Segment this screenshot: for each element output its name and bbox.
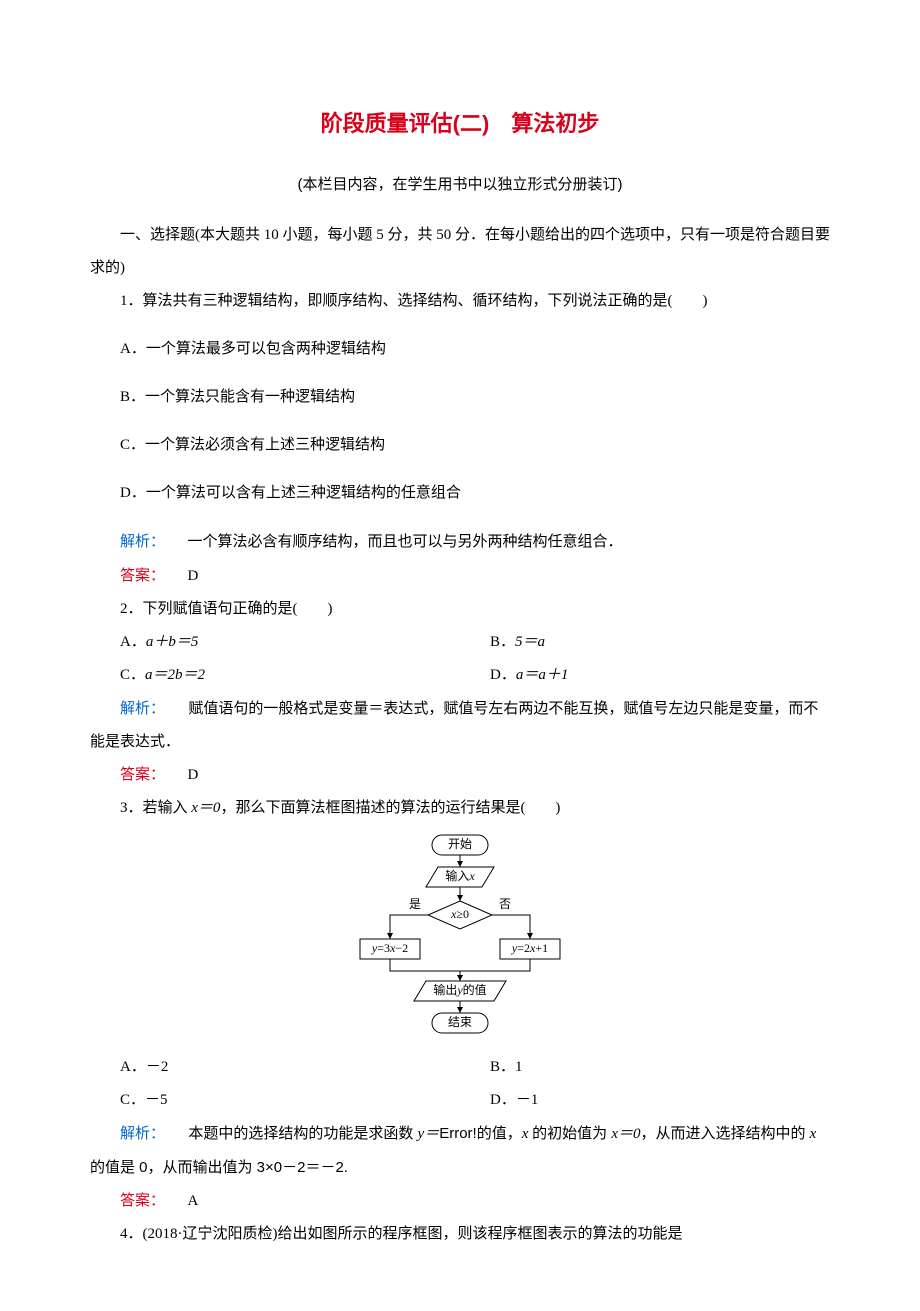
stem-math: x＝0 bbox=[191, 800, 220, 816]
section-intro: 一、选择题(本大题共 10 小题，每小题 5 分，共 50 分．在每小题给出的四… bbox=[90, 219, 830, 285]
q1-option-c: C．一个算法必须含有上述三种逻辑结构 bbox=[90, 429, 830, 462]
svg-text:y=2x+1: y=2x+1 bbox=[511, 941, 548, 955]
opt-math: a＝a＋1 bbox=[516, 667, 569, 683]
svg-text:结束: 结束 bbox=[448, 1015, 472, 1029]
t2: y＝ bbox=[418, 1126, 440, 1142]
t9: 的值是 0，从而输出值为 3×0－2＝－2. bbox=[90, 1159, 348, 1176]
q2-options-row1: A．a＋b＝5 B．5＝a bbox=[90, 626, 830, 659]
q3-flowchart: 是 否 开始输入x x≥0 y=3x−2 y=2x+1 输出y的值结束 bbox=[90, 833, 830, 1043]
answer-value: D bbox=[188, 767, 199, 783]
opt-prefix: B． bbox=[490, 634, 515, 650]
answer-value: D bbox=[188, 568, 199, 584]
page-title: 阶段质量评估(二) 算法初步 bbox=[90, 100, 830, 148]
answer-label: 答案： bbox=[120, 766, 165, 783]
opt-math: 5＝a bbox=[515, 634, 545, 650]
q3-options-row1: A．－2 B．1 bbox=[90, 1051, 830, 1084]
t-err: Error! bbox=[439, 1125, 477, 1142]
answer-value: A bbox=[188, 1193, 199, 1209]
opt-prefix: D． bbox=[490, 667, 516, 683]
q2-option-c: C．a＝2b＝2 bbox=[90, 659, 460, 692]
t6: x＝0 bbox=[611, 1126, 640, 1142]
q1-option-d: D．一个算法可以含有上述三种逻辑结构的任意组合 bbox=[90, 477, 830, 510]
page-subtitle: (本栏目内容，在学生用书中以独立形式分册装订) bbox=[90, 168, 830, 201]
answer-label: 答案： bbox=[120, 1192, 165, 1209]
q2-option-d: D．a＝a＋1 bbox=[460, 659, 830, 692]
q3-option-d: D．－1 bbox=[460, 1084, 830, 1117]
flowchart-svg: 是 否 开始输入x x≥0 y=3x−2 y=2x+1 输出y的值结束 bbox=[350, 833, 570, 1043]
intro-text: 一、选择题(本大题共 10 小题，每小题 5 分，共 50 分．在每小题给出的四… bbox=[90, 227, 830, 276]
analysis-label: 解析： bbox=[120, 700, 165, 717]
q1-option-a: A．一个算法最多可以包含两种逻辑结构 bbox=[90, 333, 830, 366]
analysis-label: 解析： bbox=[120, 533, 165, 550]
svg-text:输出y的值: 输出y的值 bbox=[433, 982, 486, 997]
q2-answer: 答案： D bbox=[90, 758, 830, 792]
q2-option-a: A．a＋b＝5 bbox=[90, 626, 460, 659]
q4-stem: 4．(2018·辽宁沈阳质检)给出如图所示的程序框图，则该程序框图表示的算法的功… bbox=[90, 1218, 830, 1251]
t4: x bbox=[522, 1126, 532, 1142]
svg-text:y=3x−2: y=3x−2 bbox=[371, 941, 408, 955]
svg-text:否: 否 bbox=[499, 897, 511, 911]
t7: ，从而进入选择结构中的 bbox=[641, 1125, 810, 1142]
svg-text:输入x: 输入x bbox=[445, 868, 475, 883]
t8: x bbox=[810, 1126, 817, 1142]
t5: 的初始值为 bbox=[532, 1125, 611, 1142]
opt-prefix: A． bbox=[120, 634, 146, 650]
flowchart-svg-container: 是 否 开始输入x x≥0 y=3x−2 y=2x+1 输出y的值结束 bbox=[350, 833, 570, 1043]
answer-label: 答案： bbox=[120, 567, 165, 584]
analysis-label: 解析： bbox=[120, 1125, 165, 1142]
analysis-text: 一个算法必含有顺序结构，而且也可以与另外两种结构任意组合． bbox=[188, 533, 623, 550]
svg-text:x≥0: x≥0 bbox=[450, 907, 469, 921]
svg-text:是: 是 bbox=[409, 897, 421, 911]
q1-option-b: B．一个算法只能含有一种逻辑结构 bbox=[90, 381, 830, 414]
t3: 的值， bbox=[477, 1125, 522, 1142]
analysis-text: 赋值语句的一般格式是变量＝表达式，赋值号左右两边不能互换，赋值号左边只能是变量，… bbox=[90, 700, 818, 750]
q2-option-b: B．5＝a bbox=[460, 626, 830, 659]
q3-option-b: B．1 bbox=[460, 1051, 830, 1084]
q3-option-a: A．－2 bbox=[90, 1051, 460, 1084]
q3-options-row2: C．－5 D．－1 bbox=[90, 1084, 830, 1117]
opt-math: a＋b＝5 bbox=[146, 634, 199, 650]
q1-stem: 1．算法共有三种逻辑结构，即顺序结构、选择结构、循环结构，下列说法正确的是( ) bbox=[90, 285, 830, 318]
q1-answer: 答案： D bbox=[90, 559, 830, 593]
svg-text:开始: 开始 bbox=[448, 837, 472, 851]
q3-stem: 3．若输入 x＝0，那么下面算法框图描述的算法的运行结果是( ) bbox=[90, 792, 830, 825]
q3-option-c: C．－5 bbox=[90, 1084, 460, 1117]
stem-post: ，那么下面算法框图描述的算法的运行结果是( ) bbox=[220, 800, 560, 816]
t1: 本题中的选择结构的功能是求函数 bbox=[188, 1125, 417, 1142]
stem-pre: 3．若输入 bbox=[120, 800, 191, 816]
opt-prefix: C． bbox=[120, 667, 145, 683]
q1-analysis: 解析： 一个算法必含有顺序结构，而且也可以与另外两种结构任意组合． bbox=[90, 525, 830, 559]
opt-math: a＝2b＝2 bbox=[145, 667, 205, 683]
q2-analysis: 解析： 赋值语句的一般格式是变量＝表达式，赋值号左右两边不能互换，赋值号左边只能… bbox=[90, 692, 830, 758]
q3-analysis: 解析： 本题中的选择结构的功能是求函数 y＝Error!的值，x 的初始值为 x… bbox=[90, 1117, 830, 1184]
q2-stem: 2．下列赋值语句正确的是( ) bbox=[90, 593, 830, 626]
q3-answer: 答案： A bbox=[90, 1184, 830, 1218]
q2-options-row2: C．a＝2b＝2 D．a＝a＋1 bbox=[90, 659, 830, 692]
